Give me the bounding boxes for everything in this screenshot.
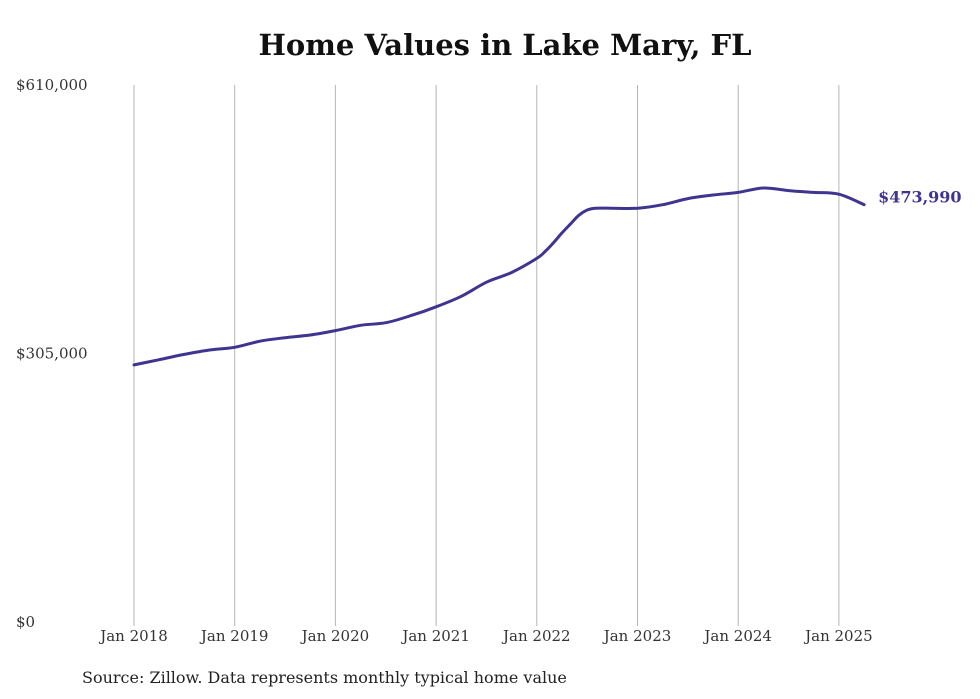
y-tick-label: $610,000 [16,76,88,94]
end-value-label: $473,990 [878,188,962,207]
x-tick-label: Jan 2025 [803,627,873,645]
x-tick-label: Jan 2019 [199,627,269,645]
y-tick-label: $0 [16,613,35,631]
x-tick-label: Jan 2024 [702,627,772,645]
y-axis-tick-labels: $0 $305,000 $610,000 [16,76,88,631]
source-note: Source: Zillow. Data represents monthly … [82,668,567,687]
home-value-line [132,186,866,367]
end-label-layer: $473,990 [878,188,962,207]
series-layer [132,186,866,367]
x-tick-label: Jan 2023 [602,627,672,645]
x-axis-tick-labels: Jan 2018 Jan 2019 Jan 2020 Jan 2021 Jan 2022… [98,627,872,645]
x-tick-label: Jan 2018 [98,627,168,645]
grid-lines [133,85,840,626]
x-tick-label: Jan 2020 [300,627,370,645]
x-tick-label: Jan 2022 [501,627,571,645]
chart-title: Home Values in Lake Mary, FL [258,28,752,62]
x-tick-label: Jan 2021 [400,627,470,645]
y-tick-label: $305,000 [16,345,88,363]
